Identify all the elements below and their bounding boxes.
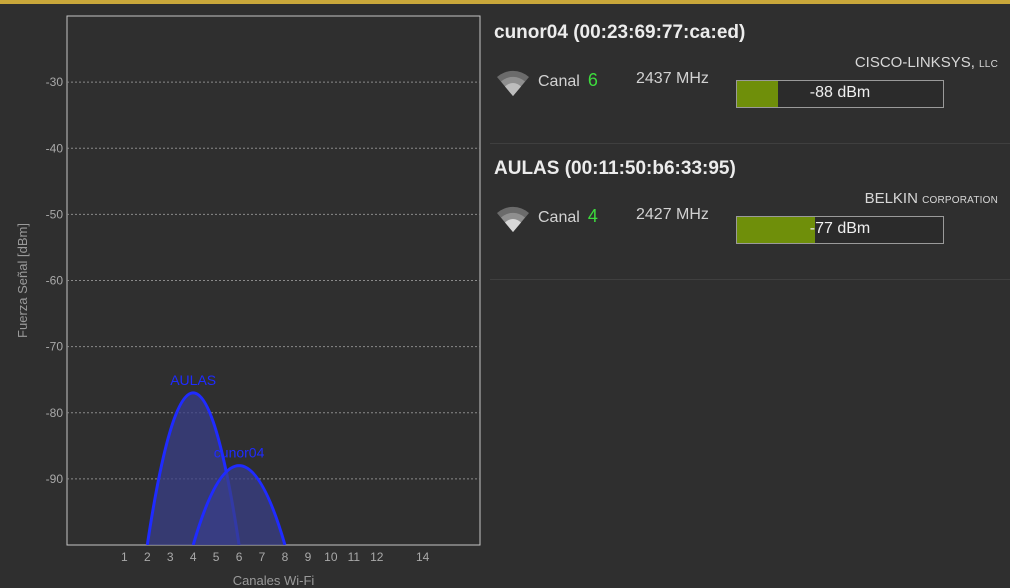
x-tick-label: 12: [370, 550, 384, 564]
x-tick-label: 4: [190, 550, 197, 564]
series-line: [191, 464, 287, 545]
x-axis-label: Canales Wi-Fi: [233, 573, 315, 588]
signal-value: -77 dBm: [809, 220, 871, 237]
x-tick-label: 8: [282, 550, 289, 564]
signal-meter-fill: [737, 217, 816, 243]
series-label: cunor04: [214, 445, 265, 461]
y-tick-label: -80: [46, 406, 64, 420]
frequency: 2427 MHz: [636, 206, 709, 223]
channel-info: Canal 4: [538, 206, 598, 227]
vendor-sub: LLC: [979, 59, 998, 70]
wifi-icon: [497, 206, 529, 232]
x-tick-label: 9: [305, 550, 312, 564]
y-tick-label: -60: [46, 274, 64, 288]
x-tick-label: 2: [144, 550, 151, 564]
frequency: 2437 MHz: [636, 70, 709, 87]
signal-meter: -88 dBm: [736, 80, 944, 108]
signal-chart: -30 -40 -50 -60 -70 -80 -90 1 2 3 4 5 6 7 8 9 10 11 12 14 Ca…: [0, 4, 490, 588]
x-tick-label: 6: [236, 550, 243, 564]
channel-number: 4: [587, 206, 598, 226]
network-list: cunor04 (00:23:69:77:ca:ed) Canal 6 2437 …: [490, 8, 1010, 280]
channel-label: Canal: [538, 209, 580, 226]
signal-meter-fill: [737, 81, 779, 107]
x-tick-label: 11: [348, 550, 361, 564]
network-item[interactable]: cunor04 (00:23:69:77:ca:ed) Canal 6 2437 …: [490, 8, 1010, 144]
signal-meter: -77 dBm: [736, 216, 944, 244]
network-title: cunor04 (00:23:69:77:ca:ed): [494, 22, 746, 43]
wifi-icon: [497, 70, 529, 96]
channel-info: Canal 6: [538, 70, 598, 91]
x-tick-label: 7: [259, 550, 266, 564]
x-tick-label: 5: [213, 550, 220, 564]
x-tick-label: 14: [416, 550, 430, 564]
signal-chart-svg: -30-40-50-60-70-80-901 2 3 4 5 6 7 8 9 10 11 12 14Ca…: [15, 15, 481, 588]
vendor-name: CISCO-LINKSYS, LLC: [855, 54, 998, 71]
network-title: AULAS (00:11:50:b6:33:95): [494, 158, 736, 179]
vendor-main: CISCO-LINKSYS,: [854, 54, 975, 71]
vendor-sub: CORPORATION: [922, 195, 998, 206]
y-tick-label: -50: [46, 207, 64, 221]
network-item[interactable]: AULAS (00:11:50:b6:33:95) Canal 4 2427 MH…: [490, 144, 1010, 280]
y-tick-label: -90: [46, 472, 64, 486]
channel-label: Canal: [538, 73, 580, 90]
vendor-name: BELKIN CORPORATION: [865, 190, 998, 207]
y-tick-label: -70: [46, 340, 64, 354]
signal-value: -88 dBm: [809, 84, 871, 101]
x-tick-label: 1: [121, 550, 128, 564]
y-axis-label: Fuerza Señal [dBm]: [15, 223, 30, 338]
top-accent-line: [0, 0, 1010, 4]
y-tick-label: -30: [46, 75, 64, 89]
x-tick-label: 10: [324, 550, 338, 564]
x-tick-label: 3: [167, 550, 174, 564]
series-label: AULAS: [170, 372, 216, 388]
y-tick-label: -40: [46, 141, 64, 155]
vendor-main: BELKIN: [864, 190, 918, 207]
channel-number: 6: [587, 70, 598, 90]
